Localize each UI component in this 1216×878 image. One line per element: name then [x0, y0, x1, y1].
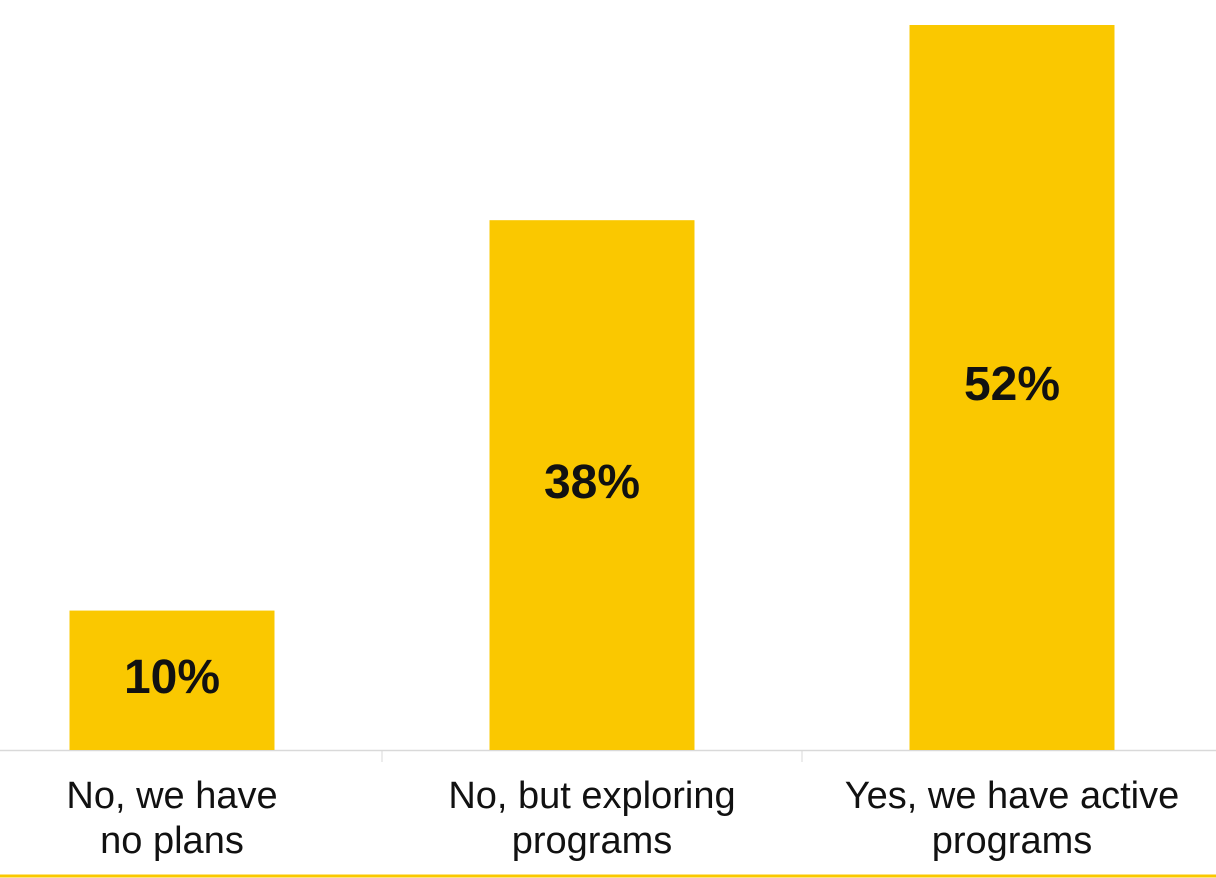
- bar: [69, 610, 275, 750]
- bar: [489, 220, 695, 750]
- bar: [909, 25, 1115, 750]
- x-tick-label: No, we have no plans: [66, 775, 278, 862]
- x-tick-label: No, but exploring programs: [448, 775, 736, 862]
- value-label: 52%: [964, 358, 1060, 411]
- value-label: 38%: [544, 456, 640, 509]
- value-label: 10%: [124, 651, 220, 704]
- x-tick-label: Yes, we have active programs: [844, 775, 1180, 862]
